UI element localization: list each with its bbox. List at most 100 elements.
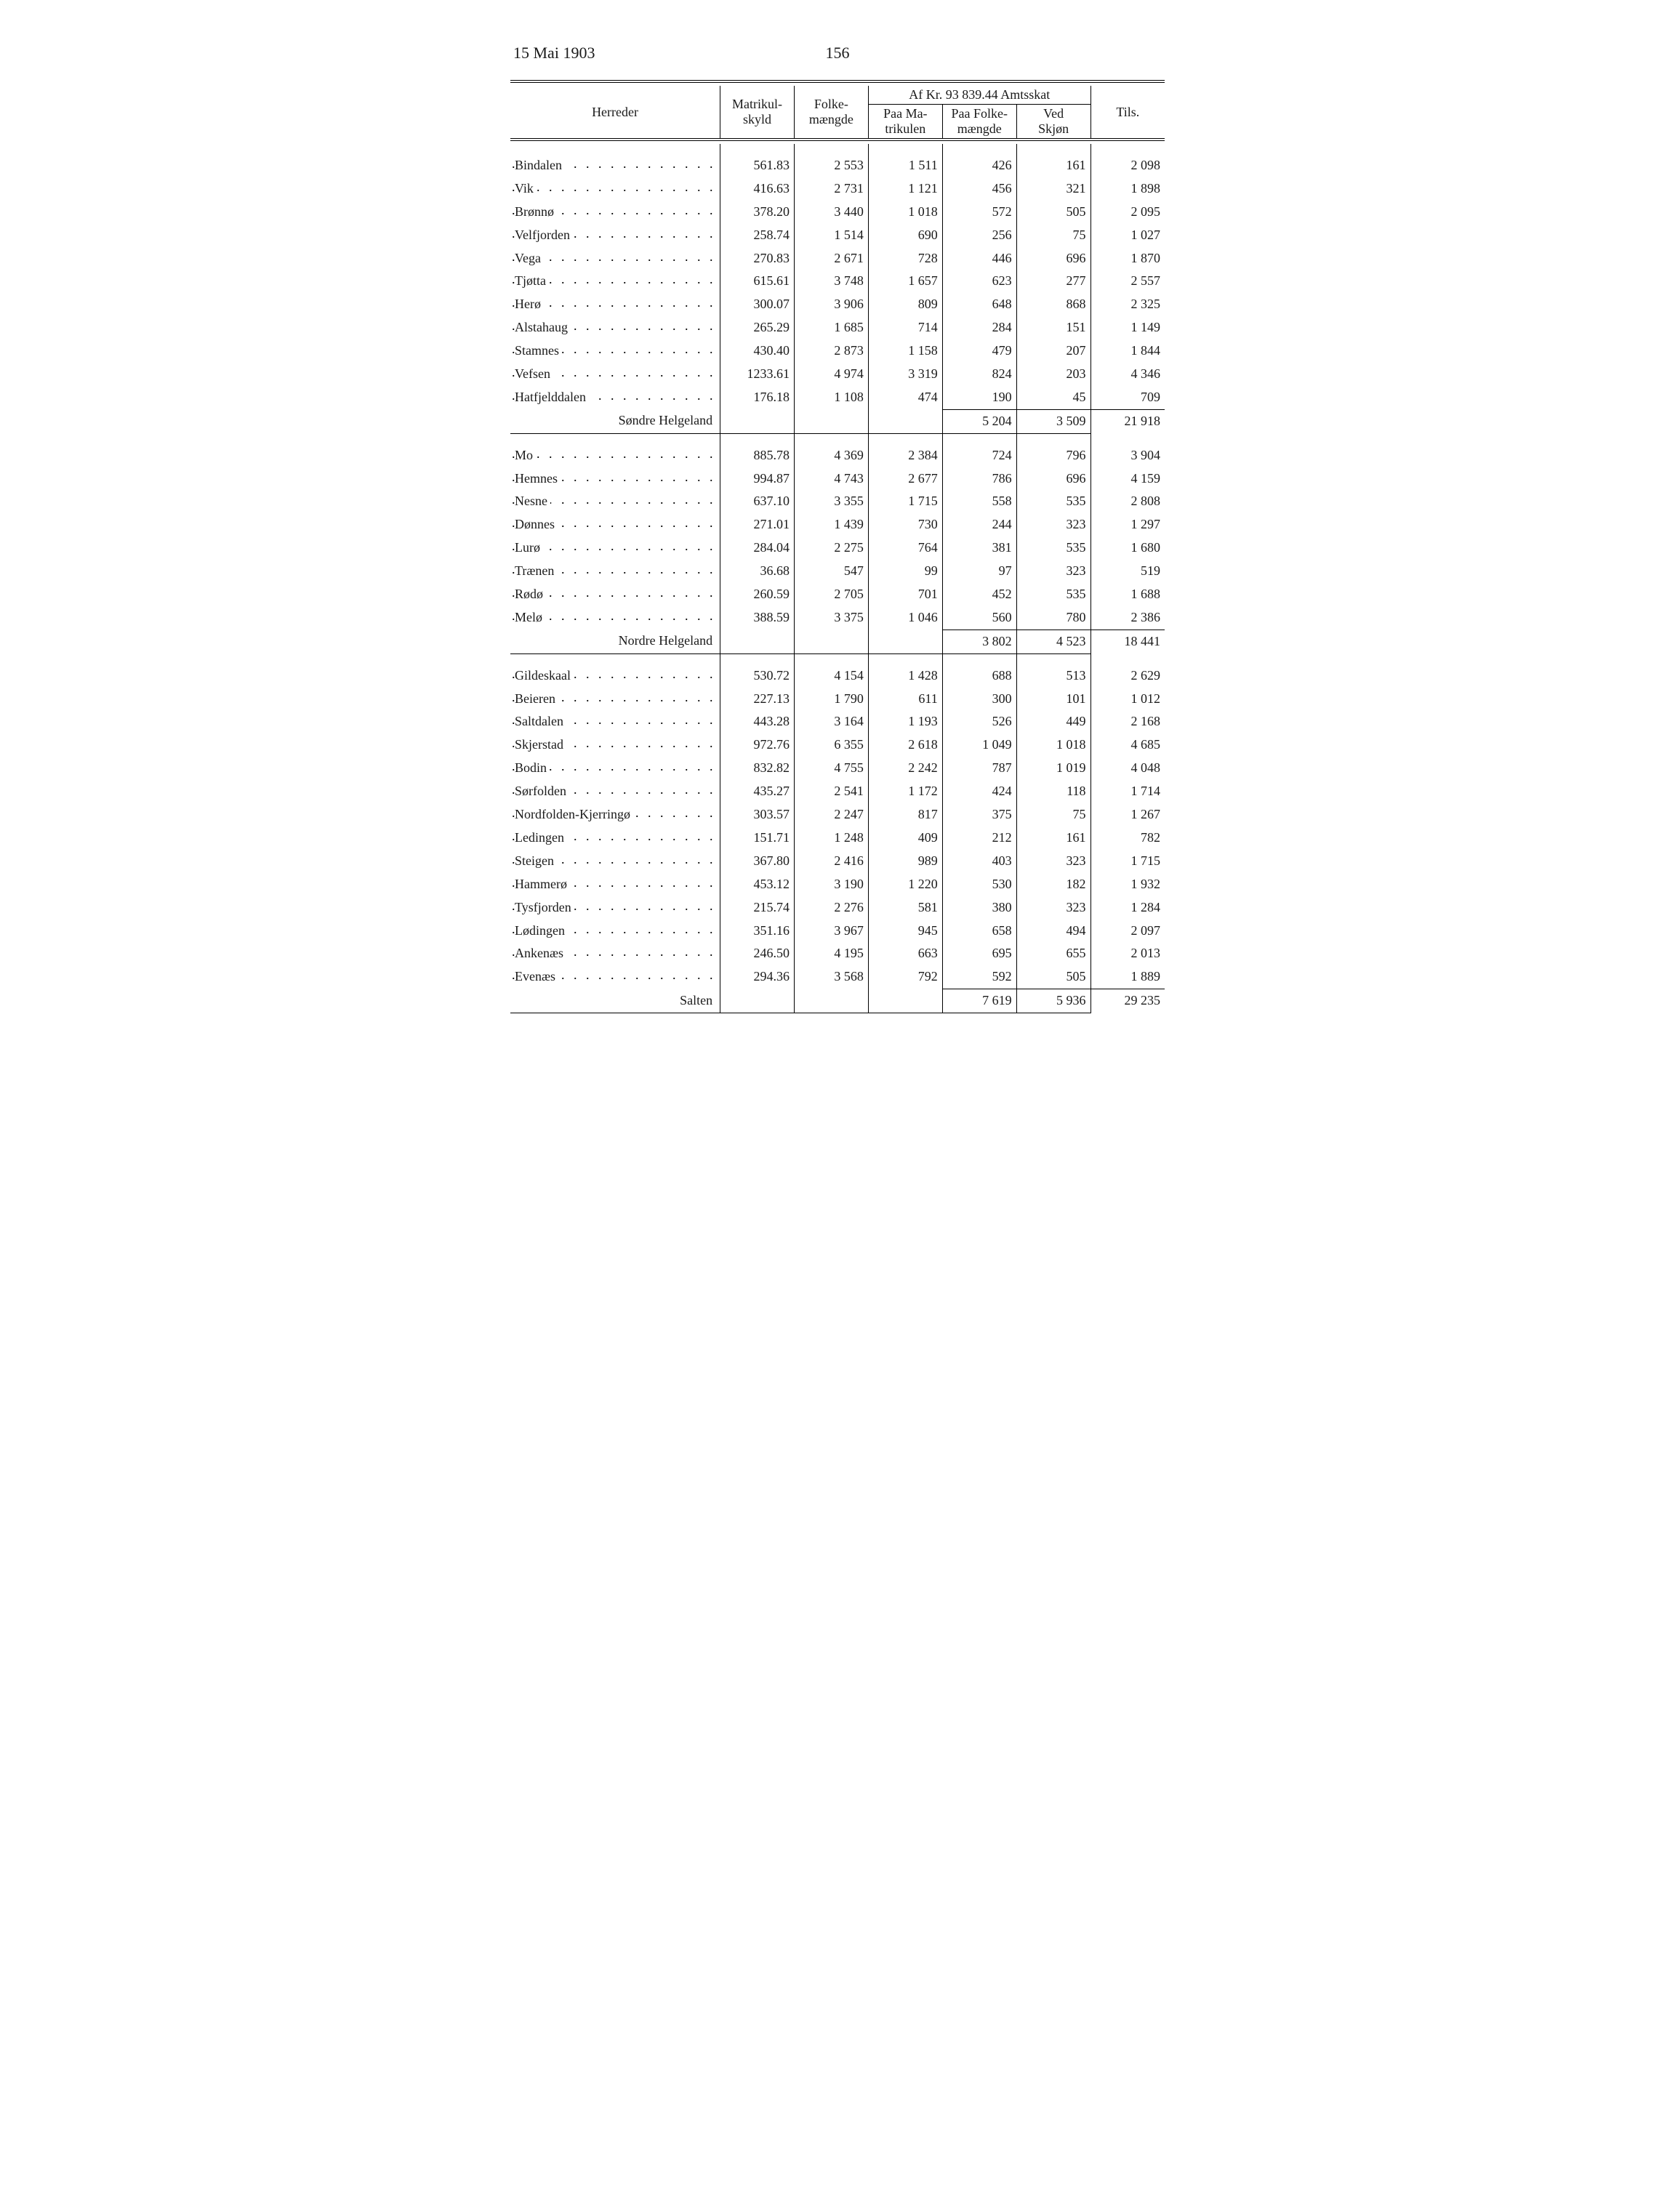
cell: 4 974	[794, 363, 868, 386]
cell: 972.76	[720, 733, 795, 757]
cell: 375	[942, 803, 1016, 827]
cell: 207	[1016, 339, 1090, 363]
cell: 530	[942, 873, 1016, 896]
cell: 1 844	[1090, 339, 1165, 363]
row-name: . . . . . . . . . . . . . . . . . . . .B…	[510, 154, 720, 177]
page-date: 15 Mai 1903	[513, 44, 595, 63]
cell: 701	[868, 583, 942, 606]
cell: 2 242	[868, 757, 942, 780]
cell: 2 095	[1090, 201, 1165, 224]
cell: 1 715	[1090, 850, 1165, 873]
cell: 494	[1016, 920, 1090, 943]
cell: 1 267	[1090, 803, 1165, 827]
cell: 832.82	[720, 757, 795, 780]
cell: 505	[1016, 201, 1090, 224]
cell: 258.74	[720, 224, 795, 247]
cell: 3 190	[794, 873, 868, 896]
subtotal-c4: 3 802	[942, 630, 1016, 653]
row-name: . . . . . . . . . . . . . . . . . . . .M…	[510, 444, 720, 467]
cell: 786	[942, 467, 1016, 491]
row-name: . . . . . . . . . . . . . . . . . . . .A…	[510, 942, 720, 965]
cell: 730	[868, 513, 942, 536]
cell: 611	[868, 688, 942, 711]
cell: 513	[1016, 664, 1090, 688]
row-name: . . . . . . . . . . . . . . . . . . . .H…	[510, 873, 720, 896]
cell: 1 046	[868, 606, 942, 630]
row-name: . . . . . . . . . . . . . . . . . . . .L…	[510, 536, 720, 560]
cell: 2 671	[794, 247, 868, 270]
table-row: . . . . . . . . . . . . . . . . . . . .S…	[510, 733, 1165, 757]
table-row: . . . . . . . . . . . . . . . . . . . .G…	[510, 664, 1165, 688]
cell: 1 511	[868, 154, 942, 177]
table-row: . . . . . . . . . . . . . . . . . . . .T…	[510, 560, 1165, 583]
cell: 176.18	[720, 386, 795, 409]
cell: 530.72	[720, 664, 795, 688]
row-name: . . . . . . . . . . . . . . . . . . . .M…	[510, 606, 720, 630]
cell: 1 688	[1090, 583, 1165, 606]
col-matrikulskyld: Matrikul- skyld	[720, 86, 795, 140]
cell: 75	[1016, 224, 1090, 247]
cell: 260.59	[720, 583, 795, 606]
cell: 3 355	[794, 490, 868, 513]
cell: 277	[1016, 270, 1090, 293]
cell: 227.13	[720, 688, 795, 711]
subtotal-c6: 29 235	[1090, 989, 1165, 1013]
table-row: . . . . . . . . . . . . . . . . . . . .S…	[510, 710, 1165, 733]
cell: 403	[942, 850, 1016, 873]
table-row: . . . . . . . . . . . . . . . . . . . .H…	[510, 386, 1165, 409]
cell: 558	[942, 490, 1016, 513]
cell: 519	[1090, 560, 1165, 583]
cell: 3 440	[794, 201, 868, 224]
row-name: . . . . . . . . . . . . . . . . . . . .L…	[510, 827, 720, 850]
cell: 1 018	[868, 201, 942, 224]
cell: 303.57	[720, 803, 795, 827]
cell: 2 677	[868, 467, 942, 491]
cell: 2 013	[1090, 942, 1165, 965]
cell: 2 808	[1090, 490, 1165, 513]
cell: 581	[868, 896, 942, 920]
subtotal-c4: 5 204	[942, 409, 1016, 433]
cell: 4 369	[794, 444, 868, 467]
cell: 2 553	[794, 154, 868, 177]
row-name: . . . . . . . . . . . . . . . . . . . .T…	[510, 560, 720, 583]
cell: 118	[1016, 780, 1090, 803]
cell: 1 439	[794, 513, 868, 536]
cell: 449	[1016, 710, 1090, 733]
cell: 284.04	[720, 536, 795, 560]
cell: 535	[1016, 536, 1090, 560]
cell: 1 121	[868, 177, 942, 201]
cell: 294.36	[720, 965, 795, 989]
row-name: . . . . . . . . . . . . . . . . . . . .V…	[510, 177, 720, 201]
table-row: . . . . . . . . . . . . . . . . . . . .A…	[510, 316, 1165, 339]
cell: 868	[1016, 293, 1090, 316]
col-ved-skjon: Ved Skjøn	[1016, 105, 1090, 140]
table-row: . . . . . . . . . . . . . . . . . . . .T…	[510, 896, 1165, 920]
cell: 824	[942, 363, 1016, 386]
cell: 658	[942, 920, 1016, 943]
cell: 2 386	[1090, 606, 1165, 630]
cell: 1 514	[794, 224, 868, 247]
cell: 97	[942, 560, 1016, 583]
table-row: . . . . . . . . . . . . . . . . . . . .V…	[510, 224, 1165, 247]
cell: 560	[942, 606, 1016, 630]
cell: 4 048	[1090, 757, 1165, 780]
cell: 1 898	[1090, 177, 1165, 201]
cell: 615.61	[720, 270, 795, 293]
cell: 151.71	[720, 827, 795, 850]
cell: 2 705	[794, 583, 868, 606]
cell: 1 714	[1090, 780, 1165, 803]
cell: 696	[1016, 467, 1090, 491]
table-head: Herreder Matrikul- skyld Folke- mængde A…	[510, 81, 1165, 144]
cell: 190	[942, 386, 1016, 409]
cell: 809	[868, 293, 942, 316]
cell: 696	[1016, 247, 1090, 270]
table-row: . . . . . . . . . . . . . . . . . . . .B…	[510, 757, 1165, 780]
cell: 4 755	[794, 757, 868, 780]
subtotal-c4: 7 619	[942, 989, 1016, 1013]
table-row: . . . . . . . . . . . . . . . . . . . .V…	[510, 363, 1165, 386]
table-row: . . . . . . . . . . . . . . . . . . . .L…	[510, 920, 1165, 943]
cell: 945	[868, 920, 942, 943]
cell: 380	[942, 896, 1016, 920]
subtotal-label: Salten	[510, 989, 720, 1013]
table-row: . . . . . . . . . . . . . . . . . . . .B…	[510, 688, 1165, 711]
